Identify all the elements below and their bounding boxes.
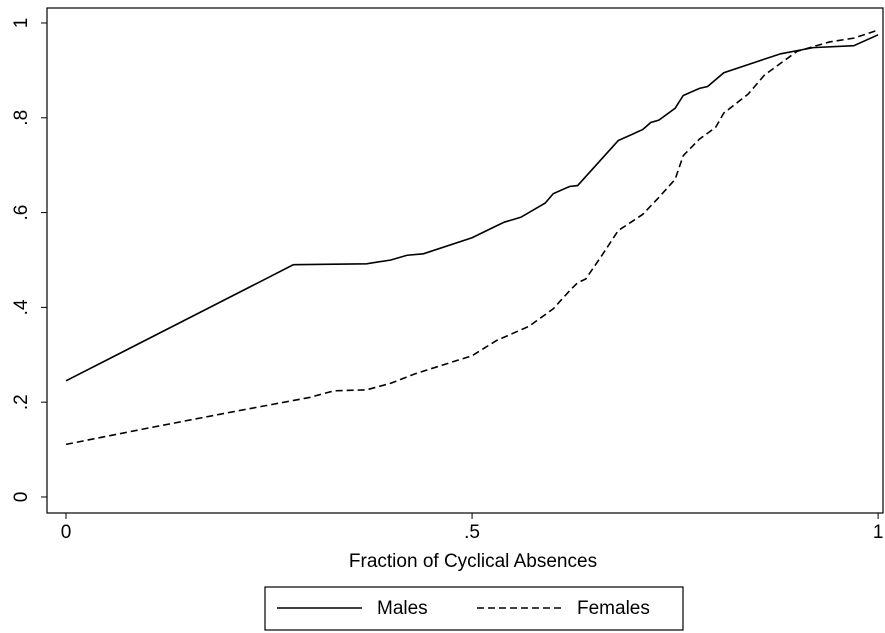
y-tick-label: 0 bbox=[11, 492, 32, 503]
y-tick-label: 1 bbox=[11, 18, 32, 29]
plot-frame bbox=[46, 7, 884, 514]
series-line bbox=[65, 29, 879, 446]
series-line bbox=[65, 34, 879, 382]
x-axis-label: Fraction of Cyclical Absences bbox=[349, 551, 597, 572]
y-tick-label: .8 bbox=[11, 110, 32, 126]
x-tick-label: 0 bbox=[61, 522, 72, 543]
x-tick-label: .5 bbox=[464, 522, 480, 543]
legend-label: Males bbox=[377, 598, 428, 619]
y-tick-label: .6 bbox=[11, 205, 32, 221]
legend-box bbox=[264, 586, 684, 631]
y-tick-label: .2 bbox=[11, 394, 32, 410]
x-tick-label: 1 bbox=[873, 522, 884, 543]
y-tick-label: .4 bbox=[11, 299, 32, 315]
legend-label: Females bbox=[577, 598, 650, 619]
